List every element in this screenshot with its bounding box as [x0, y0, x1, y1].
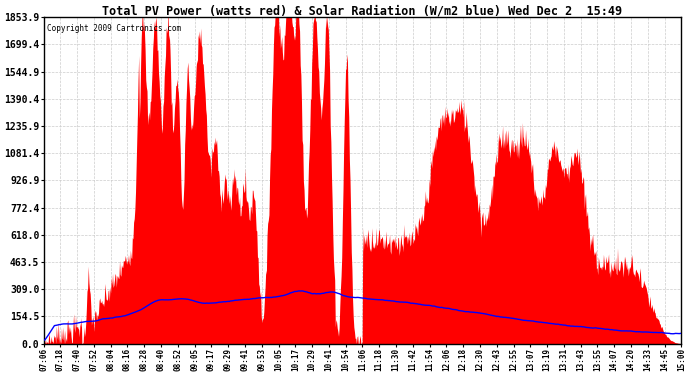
- Text: Copyright 2009 Cartronics.com: Copyright 2009 Cartronics.com: [47, 24, 181, 33]
- Title: Total PV Power (watts red) & Solar Radiation (W/m2 blue) Wed Dec 2  15:49: Total PV Power (watts red) & Solar Radia…: [102, 4, 622, 17]
